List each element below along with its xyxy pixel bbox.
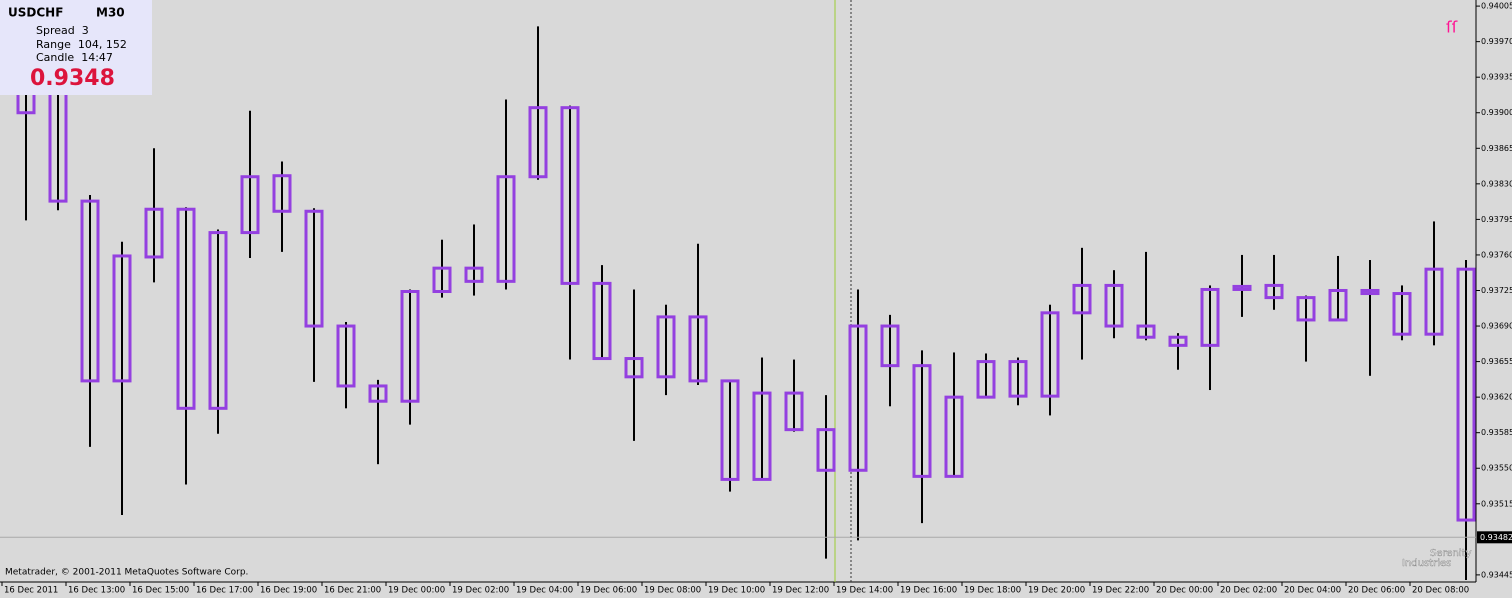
y-tick-label: 0.93970 bbox=[1481, 37, 1512, 46]
candle-body bbox=[80, 199, 100, 383]
candle-body bbox=[656, 315, 676, 379]
x-tick-label: 19 Dec 22:00 bbox=[1092, 586, 1149, 596]
x-tick-label: 19 Dec 16:00 bbox=[900, 586, 957, 596]
candle-body bbox=[1040, 311, 1060, 398]
candle-body bbox=[112, 254, 132, 383]
x-tick-label: 20 Dec 02:00 bbox=[1220, 586, 1277, 596]
candle-body bbox=[784, 391, 804, 432]
candle-body bbox=[816, 428, 836, 472]
candle-body bbox=[176, 207, 196, 410]
y-tick-label: 0.93725 bbox=[1481, 286, 1512, 295]
x-tick-label: 16 Dec 19:00 bbox=[260, 586, 317, 596]
timeframe: M30 bbox=[96, 6, 125, 20]
x-tick-label: 19 Dec 10:00 bbox=[708, 586, 765, 596]
candle-body bbox=[1008, 360, 1028, 398]
x-tick-label: 19 Dec 02:00 bbox=[452, 586, 509, 596]
bid-price: 0.9348 bbox=[30, 66, 115, 91]
spread: Spread 3 bbox=[36, 24, 89, 37]
y-tick-label: 0.93760 bbox=[1481, 250, 1512, 259]
candle-body bbox=[432, 266, 452, 294]
candle-body bbox=[368, 384, 388, 403]
current-price-label: 0.93482 bbox=[1480, 533, 1512, 542]
range: Range 104, 152 bbox=[36, 38, 127, 51]
x-tick-label: 16 Dec 17:00 bbox=[196, 586, 253, 596]
candle-body bbox=[1392, 292, 1412, 336]
candle-body bbox=[880, 324, 900, 368]
x-tick-label: 16 Dec 13:00 bbox=[68, 586, 125, 596]
candle-body bbox=[976, 360, 996, 399]
candle-body bbox=[240, 175, 260, 235]
candle-body bbox=[496, 175, 516, 283]
x-tick-label: 19 Dec 06:00 bbox=[580, 586, 637, 596]
candle-body bbox=[464, 266, 484, 283]
symbol: USDCHF bbox=[8, 6, 63, 20]
candle-body bbox=[912, 364, 932, 478]
x-tick-label: 19 Dec 04:00 bbox=[516, 586, 573, 596]
candle-body bbox=[1232, 284, 1252, 291]
y-tick-label: 0.93935 bbox=[1481, 73, 1512, 82]
info-panel bbox=[0, 0, 152, 95]
candle-body bbox=[688, 315, 708, 383]
watermark: Serenity bbox=[1430, 548, 1472, 559]
candle-body bbox=[752, 391, 772, 481]
candle-body bbox=[528, 106, 548, 179]
plot-area bbox=[0, 0, 1476, 582]
x-tick-label: 20 Dec 00:00 bbox=[1156, 586, 1213, 596]
candle-body bbox=[272, 174, 292, 213]
candle-body bbox=[624, 357, 644, 379]
candle-body bbox=[304, 209, 324, 328]
candle-body bbox=[944, 395, 964, 478]
candle-body bbox=[1296, 296, 1316, 322]
y-tick-label: 0.93445 bbox=[1481, 570, 1512, 579]
candle-body bbox=[592, 281, 612, 361]
candle-body bbox=[1200, 287, 1220, 347]
x-tick-label: 16 Dec 21:00 bbox=[324, 586, 381, 596]
candle-body bbox=[1360, 288, 1380, 296]
copyright: Metatrader, © 2001-2011 MetaQuotes Softw… bbox=[5, 568, 248, 578]
current-price-box bbox=[1477, 531, 1512, 544]
candle-body bbox=[336, 324, 356, 388]
candle-body bbox=[1168, 335, 1188, 347]
candle-body bbox=[1136, 324, 1156, 339]
candle-body bbox=[1328, 288, 1348, 322]
y-tick-label: 0.93585 bbox=[1481, 428, 1512, 437]
y-tick-label: 0.93900 bbox=[1481, 108, 1512, 117]
candle-body bbox=[720, 379, 740, 481]
y-tick-label: 0.93795 bbox=[1481, 215, 1512, 224]
x-tick-label: 19 Dec 08:00 bbox=[644, 586, 701, 596]
candle-body bbox=[1072, 283, 1092, 315]
x-tick-label: 20 Dec 06:00 bbox=[1348, 586, 1405, 596]
watermark: Industries bbox=[1402, 558, 1451, 569]
x-tick-label: 19 Dec 14:00 bbox=[836, 586, 893, 596]
y-tick-label: 0.94005 bbox=[1481, 2, 1512, 11]
x-tick-label: 20 Dec 08:00 bbox=[1412, 586, 1469, 596]
x-tick-label: 19 Dec 00:00 bbox=[388, 586, 445, 596]
x-tick-label: 19 Dec 20:00 bbox=[1028, 586, 1085, 596]
candle-body bbox=[1264, 283, 1284, 300]
candle-body bbox=[1456, 267, 1476, 522]
y-tick-label: 0.93830 bbox=[1481, 179, 1512, 188]
x-tick-label: 16 Dec 15:00 bbox=[132, 586, 189, 596]
y-tick-label: 0.93655 bbox=[1481, 357, 1512, 366]
candle-body bbox=[144, 207, 164, 259]
candle-body bbox=[400, 290, 420, 403]
x-tick-label: 19 Dec 18:00 bbox=[964, 586, 1021, 596]
y-tick-label: 0.93620 bbox=[1481, 393, 1512, 402]
y-tick-label: 0.93690 bbox=[1481, 322, 1512, 331]
x-tick-label: 20 Dec 04:00 bbox=[1284, 586, 1341, 596]
candle-body bbox=[560, 106, 580, 285]
x-tick-label: 19 Dec 12:00 bbox=[772, 586, 829, 596]
candle-timer: Candle 14:47 bbox=[36, 51, 113, 64]
x-tick-label: 16 Dec 2011 bbox=[4, 586, 58, 596]
y-tick-label: 0.93515 bbox=[1481, 499, 1512, 508]
candle-body bbox=[848, 324, 868, 472]
candle-body bbox=[1104, 283, 1124, 328]
candle-body bbox=[1424, 267, 1444, 336]
logo-icon: ſſ bbox=[1446, 18, 1458, 37]
y-tick-label: 0.93550 bbox=[1481, 464, 1512, 473]
candles bbox=[16, 26, 1476, 580]
y-tick-label: 0.93865 bbox=[1481, 144, 1512, 153]
candle-body bbox=[208, 231, 228, 410]
